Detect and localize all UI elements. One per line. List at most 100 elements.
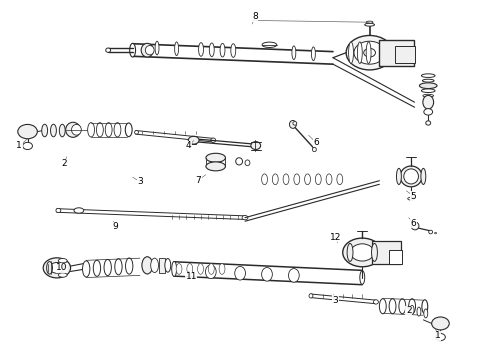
Ellipse shape [245, 160, 250, 166]
Ellipse shape [411, 222, 419, 230]
Text: 6: 6 [313, 138, 318, 147]
Ellipse shape [422, 79, 434, 82]
Text: 6: 6 [411, 219, 416, 228]
Ellipse shape [50, 124, 56, 137]
Text: 11: 11 [186, 272, 197, 281]
Ellipse shape [292, 46, 296, 59]
Bar [372, 241, 401, 264]
Circle shape [18, 125, 37, 139]
Circle shape [354, 41, 385, 64]
Ellipse shape [400, 166, 422, 187]
Ellipse shape [348, 42, 353, 63]
Ellipse shape [209, 43, 214, 57]
Ellipse shape [399, 299, 406, 314]
Ellipse shape [208, 264, 214, 274]
Ellipse shape [408, 197, 415, 200]
Ellipse shape [389, 299, 396, 314]
Text: 7: 7 [196, 176, 201, 185]
Ellipse shape [205, 265, 216, 279]
Ellipse shape [188, 136, 199, 144]
Ellipse shape [365, 23, 374, 26]
Ellipse shape [360, 271, 365, 284]
Circle shape [432, 317, 449, 330]
Ellipse shape [294, 174, 300, 185]
Ellipse shape [262, 174, 268, 185]
Ellipse shape [206, 153, 225, 162]
Ellipse shape [105, 123, 112, 137]
Ellipse shape [283, 174, 289, 185]
Ellipse shape [176, 264, 182, 274]
Ellipse shape [88, 123, 95, 137]
Ellipse shape [316, 174, 321, 185]
Ellipse shape [417, 307, 421, 316]
Text: 3: 3 [137, 177, 143, 186]
Circle shape [350, 244, 374, 261]
Ellipse shape [429, 230, 433, 234]
Ellipse shape [366, 21, 373, 23]
Ellipse shape [104, 260, 111, 275]
Ellipse shape [423, 94, 434, 97]
Ellipse shape [187, 264, 193, 274]
Ellipse shape [72, 125, 81, 135]
Ellipse shape [435, 232, 437, 234]
Ellipse shape [251, 141, 261, 149]
Ellipse shape [56, 208, 61, 213]
Ellipse shape [115, 259, 122, 275]
Ellipse shape [174, 42, 178, 55]
Ellipse shape [290, 121, 296, 129]
Ellipse shape [396, 168, 401, 184]
Circle shape [436, 333, 445, 341]
Text: 4: 4 [186, 141, 192, 150]
Text: 5: 5 [411, 192, 416, 201]
Ellipse shape [125, 258, 133, 274]
Ellipse shape [58, 273, 67, 277]
Ellipse shape [326, 174, 332, 185]
Ellipse shape [97, 123, 103, 137]
Bar [395, 45, 415, 63]
Ellipse shape [424, 109, 433, 115]
Ellipse shape [47, 262, 52, 274]
Ellipse shape [379, 299, 386, 314]
Ellipse shape [165, 258, 171, 272]
Ellipse shape [142, 257, 153, 274]
Ellipse shape [146, 45, 154, 55]
Ellipse shape [421, 74, 435, 77]
Text: 3: 3 [333, 296, 338, 305]
Text: 1: 1 [435, 332, 441, 341]
Ellipse shape [42, 124, 48, 137]
Ellipse shape [409, 299, 416, 314]
Ellipse shape [262, 42, 277, 48]
Ellipse shape [410, 305, 414, 314]
Ellipse shape [272, 174, 278, 185]
Ellipse shape [422, 300, 428, 314]
Ellipse shape [424, 309, 428, 318]
Bar [159, 258, 165, 273]
Text: 2: 2 [406, 306, 412, 315]
Text: 10: 10 [56, 264, 68, 273]
Text: 12: 12 [330, 233, 341, 242]
Ellipse shape [74, 208, 84, 213]
Ellipse shape [58, 258, 67, 263]
Ellipse shape [421, 168, 426, 184]
Ellipse shape [130, 43, 136, 57]
Bar [379, 40, 414, 66]
Ellipse shape [357, 42, 362, 63]
Ellipse shape [219, 264, 225, 274]
Ellipse shape [421, 89, 435, 93]
Ellipse shape [419, 83, 437, 89]
Ellipse shape [404, 169, 418, 184]
Ellipse shape [141, 43, 153, 57]
Ellipse shape [106, 48, 111, 52]
Ellipse shape [426, 121, 431, 125]
Circle shape [49, 262, 64, 273]
Text: 1: 1 [16, 141, 22, 150]
Bar [389, 249, 402, 264]
Circle shape [346, 36, 393, 70]
Ellipse shape [231, 44, 236, 57]
Ellipse shape [93, 260, 100, 276]
Ellipse shape [114, 123, 121, 137]
Ellipse shape [423, 95, 434, 109]
Ellipse shape [347, 243, 353, 261]
Ellipse shape [366, 42, 371, 63]
Ellipse shape [198, 42, 203, 56]
